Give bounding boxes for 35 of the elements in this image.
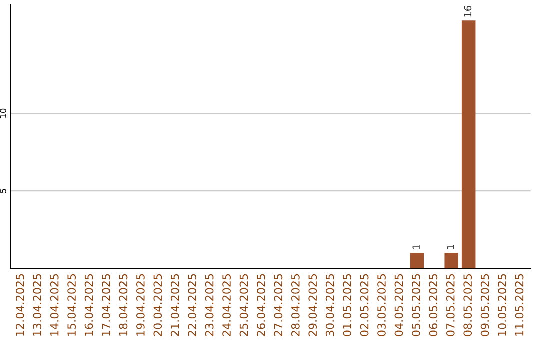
x-tick-label: 04.05.2025 (394, 274, 404, 336)
x-tick-label: 14.04.2025 (50, 274, 59, 336)
data-label: 16 (464, 6, 472, 17)
x-tick-label: 18.04.2025 (119, 274, 128, 336)
x-tick-label: 26.04.2025 (257, 274, 266, 336)
x-tick-label: 09.05.2025 (480, 274, 490, 336)
x-tick-label: 17.04.2025 (102, 274, 110, 336)
x-tick-label: 20.04.2025 (154, 274, 162, 336)
x-tick-label: 13.04.2025 (33, 274, 42, 336)
x-tick-label: 07.05.2025 (446, 274, 455, 336)
x-tick-label: 08.05.2025 (464, 274, 472, 336)
x-tick-label: 06.05.2025 (429, 274, 438, 336)
x-tick-label: 22.04.2025 (188, 274, 197, 336)
x-tick-label: 15.04.2025 (68, 274, 76, 336)
x-tick-label: 28.04.2025 (291, 274, 300, 336)
x-tick-label: 21.04.2025 (170, 274, 180, 336)
x-tick-label: 01.05.2025 (343, 274, 352, 336)
x-tick-label: 03.05.2025 (378, 274, 386, 336)
x-tick-label: 11.05.2025 (515, 274, 524, 336)
data-label: 1 (447, 245, 454, 250)
x-tick-label: 19.04.2025 (136, 274, 145, 336)
x-tick-label: 02.05.2025 (360, 274, 369, 336)
x-tick-label: 25.04.2025 (240, 274, 248, 336)
x-tick-label: 29.04.2025 (308, 274, 318, 336)
data-label: 1 (412, 245, 420, 250)
x-tick-label: 16.04.2025 (84, 274, 94, 336)
x-tick-label: 10.05.2025 (498, 274, 506, 336)
y-tick-label: 10 (0, 108, 6, 118)
x-tick-label: 23.04.2025 (205, 274, 214, 336)
x-tick-label: 12.04.2025 (16, 274, 24, 336)
x-tick-label: 30.04.2025 (326, 274, 334, 336)
x-tick-label: 05.05.2025 (412, 274, 420, 336)
x-tick-label: 27.04.2025 (274, 274, 283, 336)
y-tick-label: 5 (0, 189, 6, 194)
x-tick-label: 24.04.2025 (222, 274, 231, 336)
